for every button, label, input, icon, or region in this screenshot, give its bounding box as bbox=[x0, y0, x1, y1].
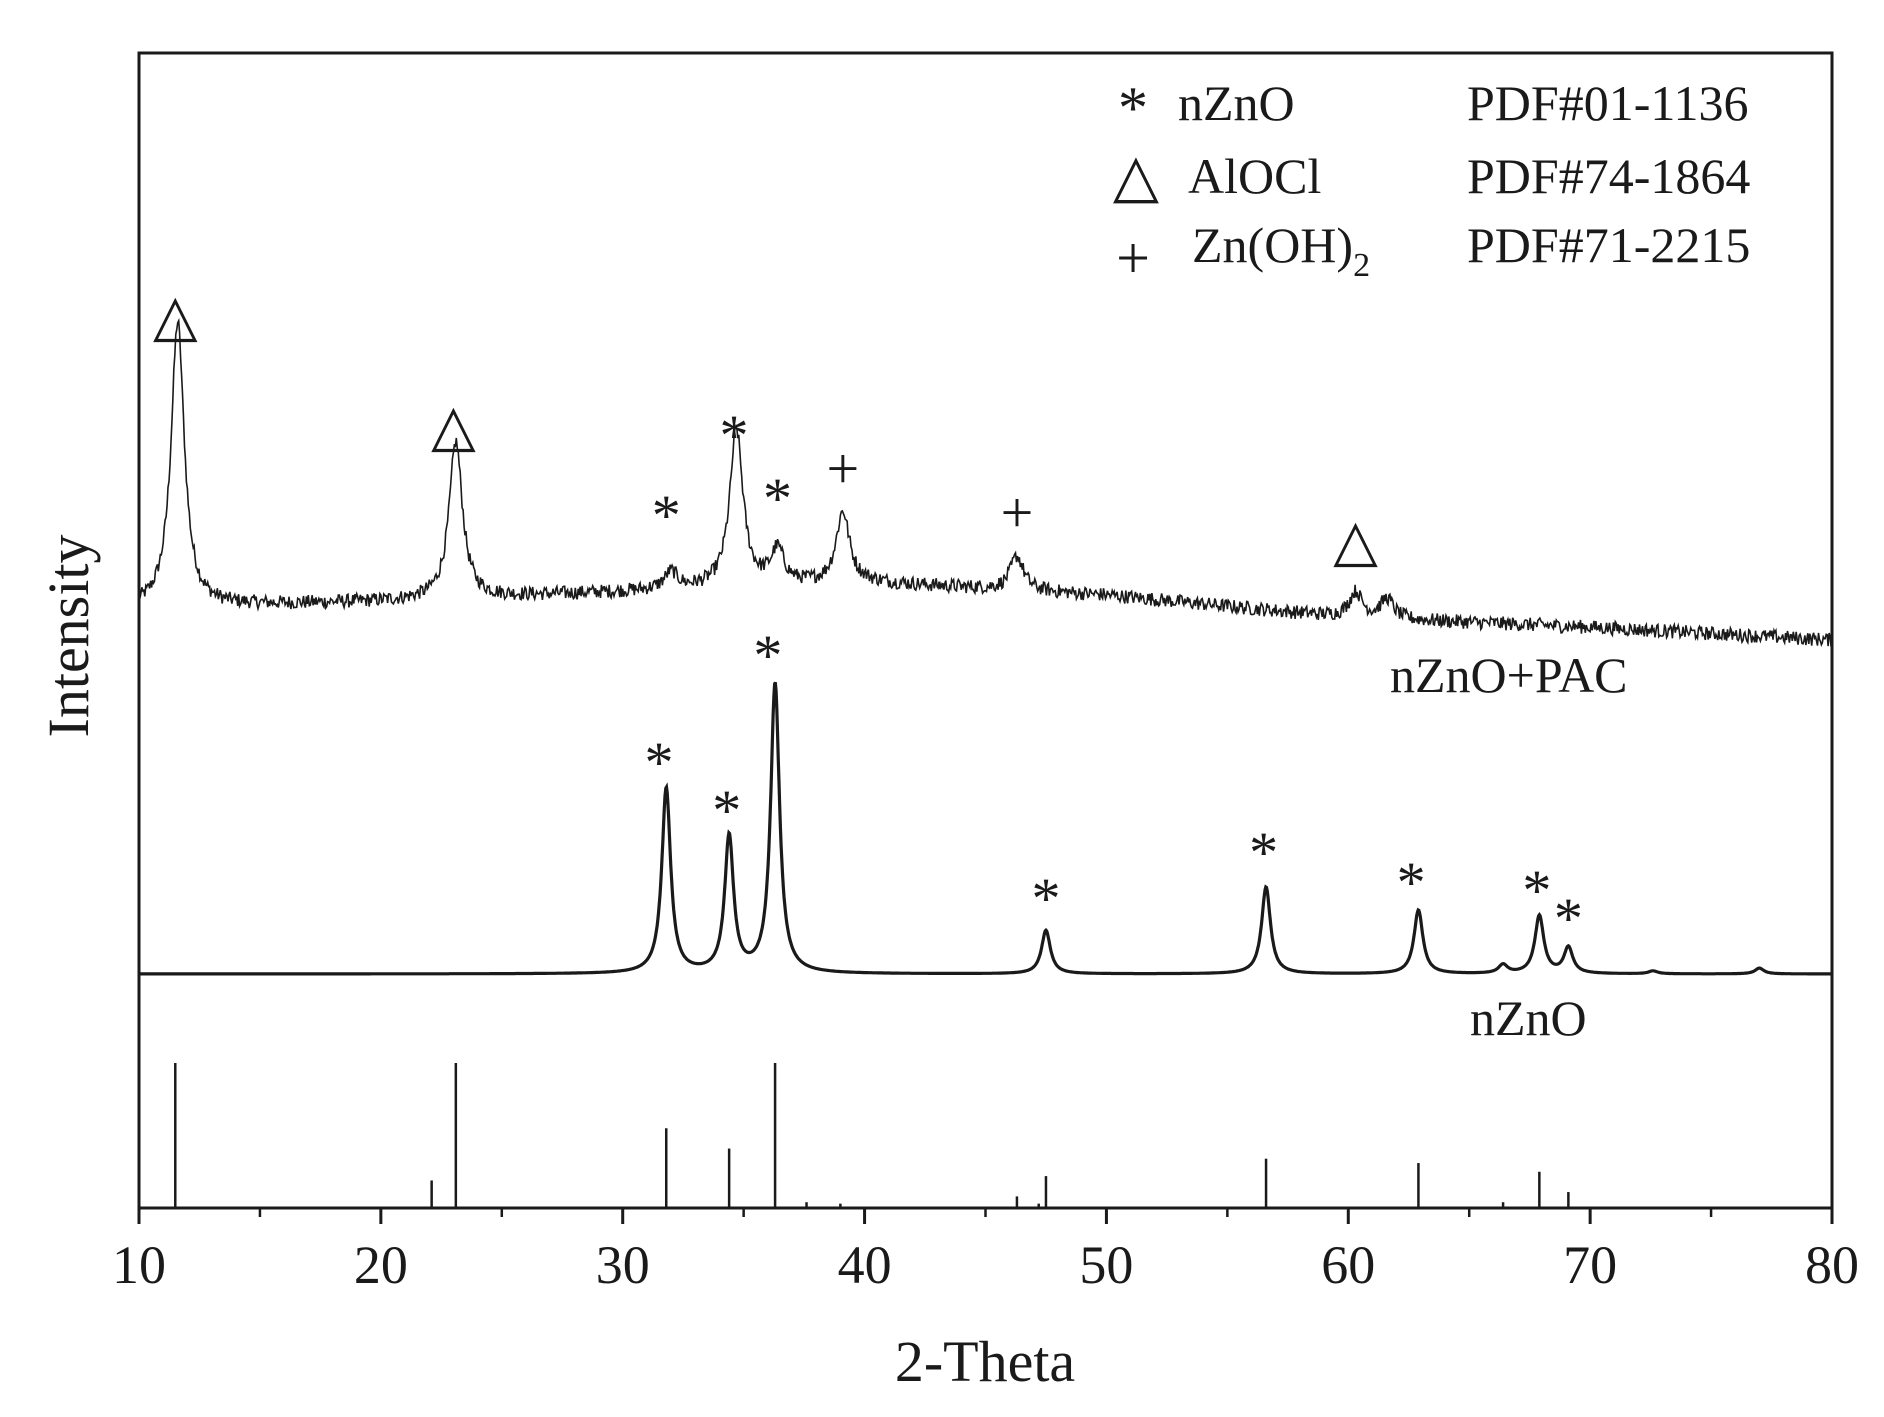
x-axis-label: 2-Theta bbox=[895, 1329, 1075, 1394]
x-axis: 10 20 30 40 50 60 70 80 bbox=[112, 1208, 1859, 1295]
legend-symbol-znoh2: + bbox=[1116, 225, 1150, 291]
peak-marker-nzno: * bbox=[1249, 820, 1278, 885]
legend: * nZnO PDF#01-1136 △ AlOCl PDF#74-1864 +… bbox=[1113, 75, 1750, 291]
peak-marker-nzno-pac: + bbox=[1001, 480, 1034, 545]
peak-marker-nzno-pac: △ bbox=[431, 393, 476, 458]
legend-phase-aloci: AlOCl bbox=[1188, 148, 1321, 204]
peak-marker-nzno: * bbox=[1522, 858, 1551, 923]
peak-marker-nzno-pac: △ bbox=[1333, 508, 1378, 573]
peak-marker-nzno: * bbox=[644, 730, 673, 795]
peak-marker-nzno: * bbox=[753, 623, 782, 688]
peak-marker-nzno-pac: + bbox=[826, 436, 859, 501]
peak-marker-nzno: * bbox=[1397, 850, 1426, 915]
series-label-nzno-pac: nZnO+PAC bbox=[1390, 647, 1628, 703]
legend-card-aloci: PDF#74-1864 bbox=[1467, 148, 1750, 204]
legend-symbol-nzno: * bbox=[1118, 75, 1148, 141]
series-line-nzno bbox=[139, 681, 1832, 976]
reference-pattern bbox=[174, 1063, 1761, 1208]
legend-phase-nzno: nZnO bbox=[1178, 75, 1295, 131]
legend-symbol-aloci: △ bbox=[1113, 143, 1159, 209]
peak-marker-nzno: * bbox=[712, 778, 741, 843]
x-tick-label: 20 bbox=[354, 1235, 408, 1295]
legend-phase-znoh2: Zn(OH)2 bbox=[1192, 217, 1370, 284]
x-tick-label: 70 bbox=[1563, 1235, 1617, 1295]
legend-card-znoh2: PDF#71-2215 bbox=[1467, 217, 1750, 273]
legend-phase-znoh2-main: Zn(OH) bbox=[1192, 217, 1353, 273]
peak-marker-nzno-pac: △ bbox=[153, 283, 198, 348]
x-tick-label: 60 bbox=[1321, 1235, 1375, 1295]
x-tick-label: 50 bbox=[1079, 1235, 1133, 1295]
peak-markers: △△*** ++ △***** * * * bbox=[153, 283, 1583, 951]
y-axis-label: Intensity bbox=[36, 535, 101, 738]
peak-marker-nzno-pac: * bbox=[652, 483, 681, 548]
peak-marker-nzno-pac: * bbox=[763, 466, 792, 531]
series-lines bbox=[138, 317, 1832, 976]
x-tick-label: 40 bbox=[838, 1235, 892, 1295]
legend-card-nzno: PDF#01-1136 bbox=[1467, 75, 1749, 131]
x-tick-label: 80 bbox=[1805, 1235, 1859, 1295]
series-label-nzno: nZnO bbox=[1470, 990, 1587, 1046]
x-tick-label: 10 bbox=[112, 1235, 166, 1295]
peak-marker-nzno: * bbox=[1554, 886, 1583, 951]
series-line-nzno-pac bbox=[138, 317, 1832, 648]
legend-phase-znoh2-subscript: 2 bbox=[1353, 247, 1370, 284]
peak-marker-nzno-pac: * bbox=[719, 403, 748, 468]
x-tick-label: 30 bbox=[596, 1235, 650, 1295]
peak-marker-nzno: * bbox=[1031, 866, 1060, 931]
